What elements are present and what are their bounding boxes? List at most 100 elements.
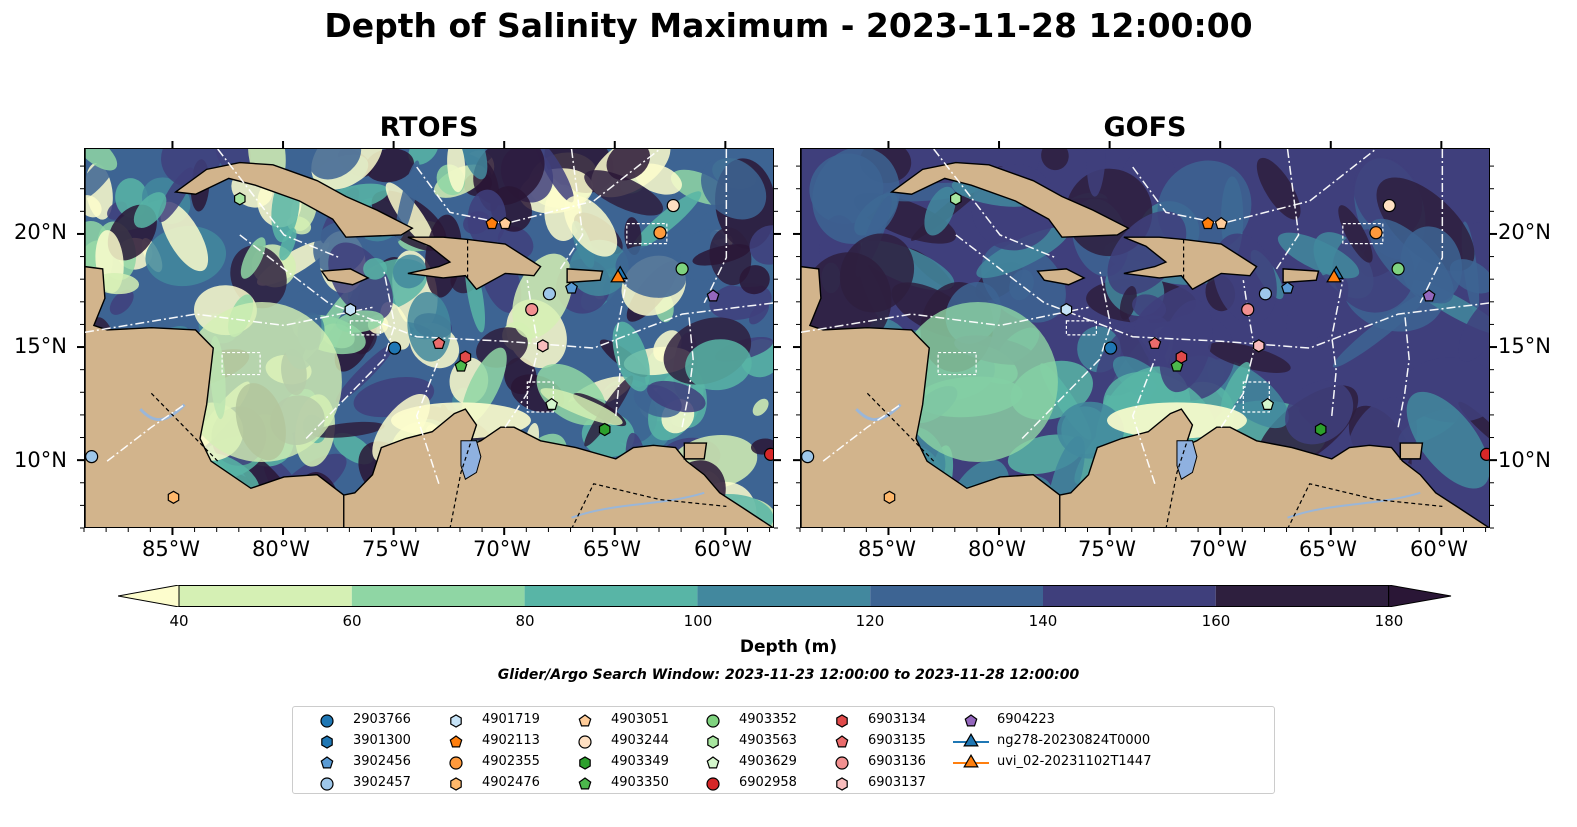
legend-marker[interactable]: [320, 756, 334, 769]
marker-4903244[interactable]: [1382, 198, 1396, 213]
legend-marker[interactable]: [964, 714, 978, 727]
figure-title: Depth of Salinity Maximum - 2023-11-28 1…: [324, 6, 1253, 45]
marker-4903563[interactable]: [950, 192, 962, 206]
depth-colorbar: [118, 585, 1452, 607]
legend-marker-icon: [321, 735, 333, 749]
legend-label: 4903051: [611, 712, 669, 727]
colorbar-extend-low: [118, 585, 180, 607]
legend-label: 4902113: [482, 733, 540, 748]
legend-marker[interactable]: [320, 777, 334, 791]
marker-4902113[interactable]: [485, 216, 499, 230]
marker-4903349[interactable]: [1314, 422, 1327, 437]
legend-marker[interactable]: [450, 777, 462, 791]
lon-label: 60°W: [694, 537, 752, 561]
marker-4902355[interactable]: [653, 226, 667, 240]
legend-marker-icon: [320, 714, 334, 728]
marker-6903137[interactable]: [537, 339, 549, 353]
lon-label: 70°W: [473, 537, 531, 561]
marker-6902958[interactable]: [763, 447, 774, 461]
legend-marker[interactable]: [578, 777, 592, 790]
marker-4903629[interactable]: [1261, 397, 1275, 410]
marker-6902958[interactable]: [1479, 447, 1490, 461]
legend-marker[interactable]: [835, 756, 849, 770]
marker-4902476[interactable]: [167, 490, 180, 504]
marker-2903766[interactable]: [388, 341, 402, 355]
marker-2903766[interactable]: [1104, 341, 1118, 355]
marker-4903244[interactable]: [666, 198, 680, 213]
marker-3902457[interactable]: [85, 450, 99, 464]
legend-marker-icon: [835, 735, 849, 748]
legend-marker[interactable]: [578, 735, 592, 749]
marker-6903135[interactable]: [1148, 336, 1162, 349]
legend-marker[interactable]: [706, 777, 720, 791]
rtofs-map[interactable]: [84, 148, 774, 528]
legend-label: 4903629: [739, 754, 797, 769]
colorbar-segment: [524, 585, 698, 607]
colorbar-tick-label: 100: [683, 612, 713, 630]
legend-marker[interactable]: [835, 735, 849, 748]
marker-uvi_02[interactable]: [1326, 268, 1342, 283]
marker-4901719[interactable]: [344, 302, 357, 317]
marker-6904223[interactable]: [706, 289, 720, 302]
marker-uvi_02[interactable]: [610, 268, 626, 283]
marker-4903563[interactable]: [234, 192, 246, 206]
marker-6903137[interactable]: [1253, 339, 1265, 353]
marker-4901719[interactable]: [1060, 302, 1073, 317]
marker-6904223[interactable]: [1422, 289, 1436, 302]
marker-4902355[interactable]: [1369, 226, 1383, 240]
marker-6903134[interactable]: [1175, 350, 1188, 364]
rtofs-panel-title: RTOFS: [379, 112, 479, 143]
legend-marker[interactable]: [579, 756, 591, 770]
legend-marker[interactable]: [963, 754, 979, 768]
marker-4902476[interactable]: [883, 490, 896, 504]
marker-3902457[interactable]: [801, 450, 815, 464]
legend-marker[interactable]: [706, 714, 720, 728]
legend-marker[interactable]: [321, 735, 333, 749]
marker-4903051[interactable]: [1214, 216, 1228, 230]
marker-4903051[interactable]: [498, 216, 512, 230]
legend-label: 6903137: [868, 775, 926, 790]
legend-marker[interactable]: [963, 733, 979, 747]
marker-4903352[interactable]: [675, 262, 689, 276]
legend: 2903766 3901300 3902456 3902457 4901719 49021…: [292, 706, 1275, 794]
marker-4903352[interactable]: [1391, 262, 1405, 276]
lon-label: 85°W: [858, 537, 916, 561]
colorbar-tick-label: 120: [855, 612, 885, 630]
legend-label: 4901719: [482, 712, 540, 727]
legend-label: 4902355: [482, 754, 540, 769]
legend-marker[interactable]: [320, 714, 334, 728]
marker-6903136[interactable]: [525, 302, 539, 317]
gofs-map[interactable]: [800, 148, 1490, 528]
marker-3902456[interactable]: [1281, 281, 1294, 294]
legend-marker[interactable]: [578, 714, 592, 727]
legend-marker[interactable]: [450, 714, 462, 728]
colorbar-tick-label: 40: [169, 612, 189, 630]
legend-marker-icon: [450, 714, 462, 728]
legend-marker[interactable]: [449, 735, 463, 748]
marker-4903349[interactable]: [598, 422, 611, 437]
lat-label: 20°N: [1498, 220, 1551, 244]
marker-6903136[interactable]: [1241, 302, 1255, 317]
marker-3902457b[interactable]: [1258, 287, 1273, 301]
legend-label: 4902476: [482, 775, 540, 790]
lat-label: 10°N: [14, 448, 67, 472]
lon-label: 60°W: [1410, 537, 1468, 561]
legend-label: 4903352: [739, 712, 797, 727]
colorbar-segment: [351, 585, 525, 607]
legend-marker[interactable]: [449, 756, 463, 770]
marker-3902456[interactable]: [565, 281, 578, 294]
legend-marker[interactable]: [706, 756, 720, 769]
lon-label: 65°W: [583, 537, 641, 561]
legend-marker[interactable]: [707, 735, 719, 749]
marker-6903135[interactable]: [432, 336, 446, 349]
colorbar-segment: [1043, 585, 1216, 607]
lon-label: 85°W: [142, 537, 200, 561]
legend-marker[interactable]: [836, 714, 848, 728]
marker-4902113[interactable]: [1201, 216, 1215, 230]
legend-marker[interactable]: [836, 777, 848, 791]
marker-4903629[interactable]: [545, 397, 559, 410]
marker-3902457b[interactable]: [542, 287, 557, 301]
legend-marker-icon: [578, 777, 592, 790]
marker-6903134[interactable]: [459, 350, 472, 364]
legend-label: 4903563: [739, 733, 797, 748]
